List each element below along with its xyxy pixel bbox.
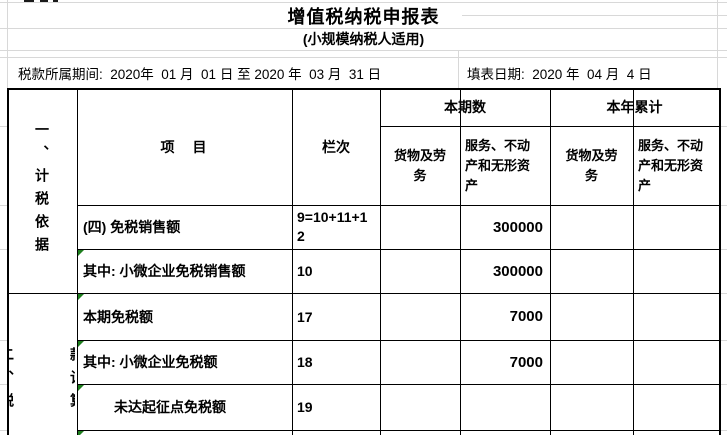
gridline [720,205,727,206]
gridline [717,0,718,88]
gridline [0,2,727,3]
cell-services-current[interactable]: 7000 [509,308,543,325]
cell-flag-icon [78,385,84,391]
row-colno[interactable]: 17 [297,308,313,325]
row-colno[interactable]: 9=10+11+12 [297,209,368,244]
gridline [0,384,7,385]
gridline [0,340,7,341]
cell-services-current[interactable]: 7000 [509,353,543,371]
cell-goods-ytd[interactable] [551,250,632,292]
cell-goods-ytd[interactable] [551,206,632,248]
header-item[interactable]: 项 目 [160,138,209,155]
header-column-no[interactable]: 栏次 [322,138,350,155]
table-border-right [719,88,721,435]
gridline [0,430,7,431]
cell-goods-current[interactable] [381,385,459,429]
gridline [720,293,727,294]
section-label-tax-basis[interactable]: 一、计税依据 [34,121,50,260]
row-item-below-threshold-exempt[interactable]: 未达起征点免税额 [114,399,226,415]
row-colno[interactable]: 19 [297,399,313,415]
gridline [0,205,7,206]
cell-goods-current[interactable] [381,250,459,292]
cell-flag-icon [78,250,84,256]
header-current-period[interactable]: 本期数 [444,99,486,115]
row-item-clipped[interactable] [78,431,291,435]
table-line [550,88,551,435]
header-year-to-date[interactable]: 本年累计 [606,99,663,115]
cell-services-ytd[interactable] [634,206,718,248]
gridline [0,126,7,127]
row-item-exempt-sales[interactable]: (四) 免税销售额 [83,219,181,235]
table-line [380,88,381,435]
gridline [0,28,727,29]
tax-period-cell[interactable]: 税款所属期间: 2020年 01 月 01 日 至 2020 年 03 月 31… [18,66,382,82]
cell-flag-icon [78,341,84,347]
row-item-current-exempt-tax[interactable]: 本期免税额 [83,308,153,325]
clipped-row-artifact [40,0,48,2]
gridline [462,15,727,16]
cell-services-current[interactable] [461,385,549,429]
cell-goods-ytd[interactable] [551,341,632,383]
header-services-assets-ytd[interactable]: 服务、不动产和无形资产 [638,137,704,193]
cell-services-ytd[interactable] [634,294,718,339]
table-line [77,340,719,341]
table-line [77,205,719,206]
gridline [458,50,459,88]
row-item-micro-exempt-tax[interactable]: 其中: 小微企业免税额 [83,354,218,370]
clipped-row-artifact [53,0,58,3]
gridline [720,340,727,341]
cell-services-ytd[interactable] [634,250,718,292]
row-item-micro-exempt-sales[interactable]: 其中: 小微企业免税销售额 [83,263,246,279]
gridline [720,249,727,250]
gridline [0,249,7,250]
cell-services-ytd[interactable] [634,385,718,429]
fill-date-cell[interactable]: 填表日期: 2020 年 04 月 4 日 [467,66,652,82]
row-colno[interactable]: 10 [297,263,313,279]
header-goods-services-current[interactable]: 货物及劳务 [393,147,446,183]
table-line [77,430,719,431]
table-line [633,88,634,435]
table-border-top [7,88,721,90]
table-line [77,88,78,435]
table-line [77,384,719,385]
table-line [77,249,719,250]
section-label-tax-calculation[interactable]: 二、税款计算 [9,347,75,416]
row-colno[interactable]: 18 [297,354,313,370]
cell-goods-current[interactable] [381,206,459,248]
cell-goods-current[interactable] [381,294,459,339]
clipped-row-artifact [24,0,34,3]
cell-flag-icon [78,431,84,435]
table-line [7,293,719,294]
gridline [720,384,727,385]
cell-goods-ytd[interactable] [551,294,632,339]
header-goods-services-ytd[interactable]: 货物及劳务 [565,147,618,183]
cell-services-ytd[interactable] [634,341,718,383]
gridline [720,126,727,127]
table-line [380,126,719,127]
gridline [720,430,727,431]
cell-services-current[interactable]: 300000 [492,262,543,280]
gridline [0,50,727,51]
gridline [0,57,727,58]
cell-flag-icon [78,294,84,300]
gridline [7,0,8,88]
cell-goods-ytd[interactable] [551,385,632,429]
table-line [292,88,293,435]
cell-goods-current[interactable] [381,341,459,383]
form-title: 增值税纳税申报表 [287,6,440,27]
cell-services-current[interactable]: 300000 [492,218,543,236]
table-border-left [7,88,9,435]
header-services-assets-current[interactable]: 服务、不动产和无形资产 [465,137,531,193]
form-subtitle: (小规模纳税人适用) [302,31,425,47]
table-line [460,88,461,435]
